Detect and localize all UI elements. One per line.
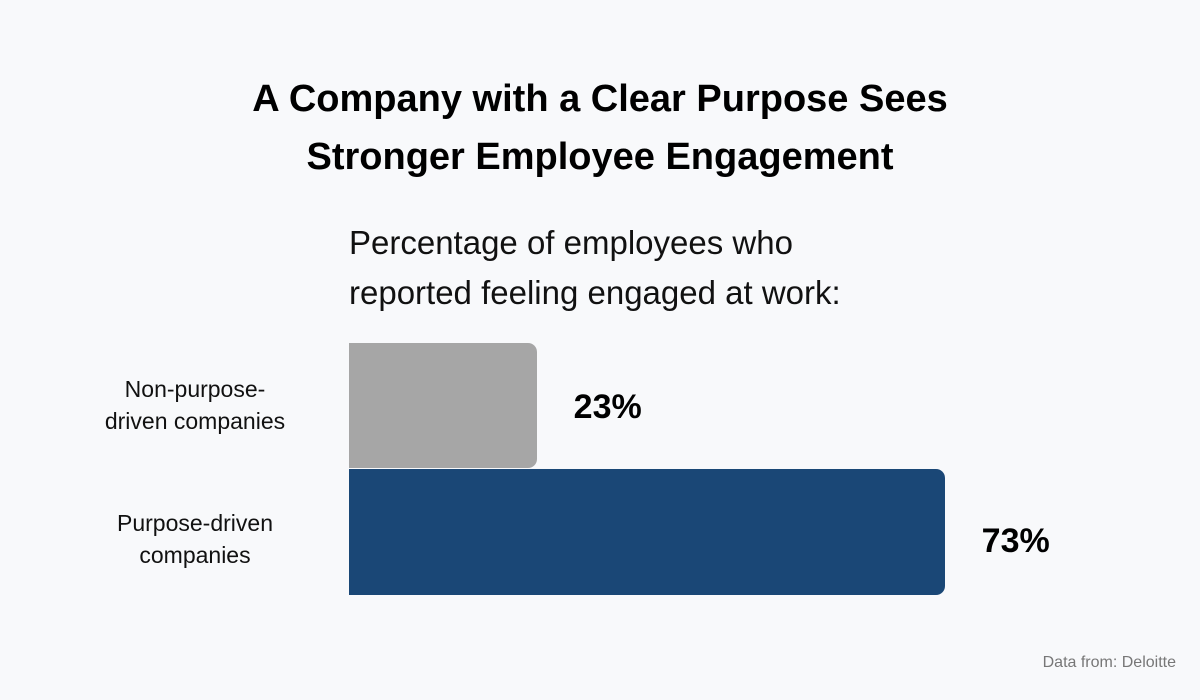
label-line: Purpose-driven <box>117 510 273 536</box>
value-label-non-purpose: 23% <box>573 388 642 426</box>
subtitle-line-1: Percentage of employees who <box>349 224 793 261</box>
value-label-purpose: 73% <box>981 522 1050 560</box>
category-label-purpose: Purpose-driven companies <box>65 507 325 571</box>
title-line-2: Stronger Employee Engagement <box>306 136 894 178</box>
source-note: Data from: Deloitte <box>1042 654 1176 671</box>
bar-non-purpose <box>349 343 537 468</box>
title-line-1: A Company with a Clear Purpose Sees <box>252 78 948 120</box>
chart-subtitle: Percentage of employees who reported fee… <box>349 218 841 318</box>
label-line: driven companies <box>104 408 286 434</box>
bar-purpose <box>349 469 945 595</box>
category-label-non-purpose: Non-purpose- driven companies <box>65 373 325 437</box>
chart-title: A Company with a Clear Purpose Sees Stro… <box>0 70 1200 186</box>
label-line: companies <box>139 542 251 568</box>
label-line: Non-purpose- <box>124 376 266 402</box>
subtitle-line-2: reported feeling engaged at work: <box>349 274 841 311</box>
